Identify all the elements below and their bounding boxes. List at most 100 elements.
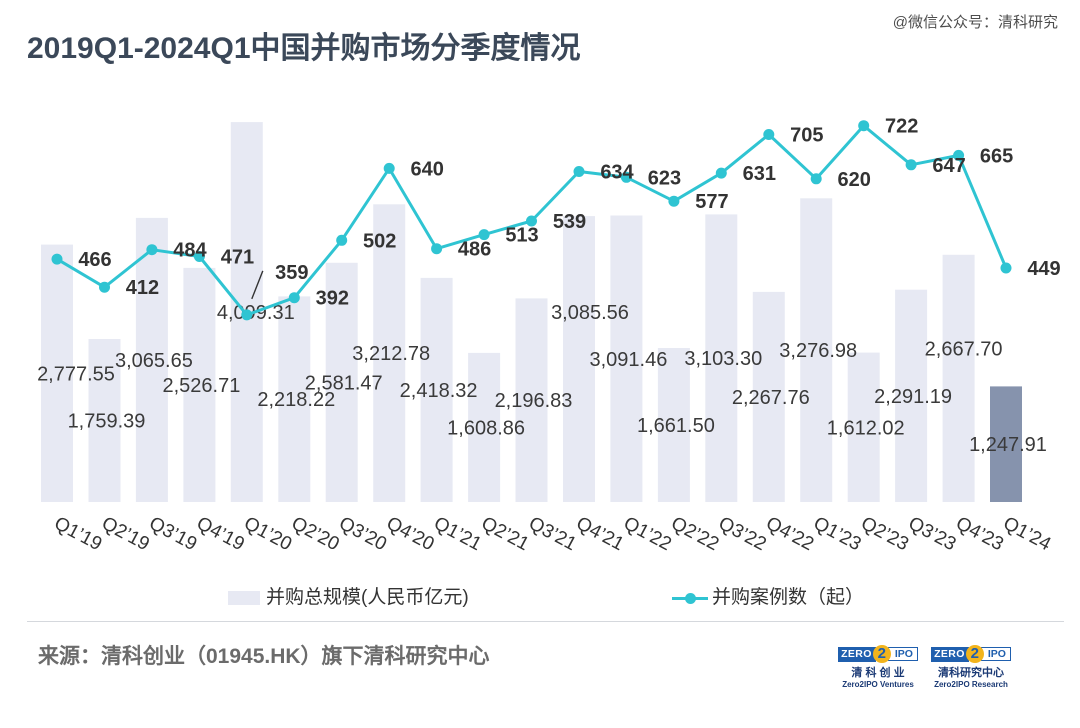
bar-value-label: 1,661.50 <box>637 415 715 437</box>
line-value-label: 647 <box>932 155 965 177</box>
bar <box>563 216 595 502</box>
line-point <box>193 251 205 262</box>
x-axis-label: Q4’20 <box>383 513 438 555</box>
x-axis-label: Q1’23 <box>810 513 865 555</box>
bar-value-label: 3,276.98 <box>779 340 857 362</box>
logo-name-cn: 清科研究中心 <box>938 667 1004 679</box>
x-axis-label: Q1’19 <box>51 513 106 555</box>
bar-value-label: 3,085.56 <box>551 302 629 324</box>
bar-value-label: 2,196.83 <box>495 390 573 412</box>
bar-value-label: 2,777.55 <box>37 363 115 385</box>
line-point <box>953 149 965 161</box>
line-value-label: 665 <box>980 145 1013 167</box>
line-value-label: 412 <box>126 277 159 299</box>
line-point <box>763 129 775 140</box>
logo-name-en: Zero2IPO Ventures <box>842 680 914 689</box>
legend-bar-swatch <box>228 591 260 605</box>
legend-label-deal-count: 并购案例数（起） <box>712 587 865 608</box>
x-axis-label: Q1’22 <box>620 513 675 555</box>
bars-group <box>41 122 1022 503</box>
zero2ipo-ventures-logo: ZERO 2 IPO 清 科 创 业 Zero2IPO Ventures <box>838 645 918 690</box>
bar <box>278 296 311 502</box>
line-value-label: 484 <box>173 240 207 262</box>
legend-line-swatch <box>672 591 708 605</box>
bar-labels-group: 2,777.551,759.393,065.652,526.714,099.31… <box>37 302 1047 456</box>
line-point <box>431 243 443 255</box>
source-note: 来源：清科创业（01945.HK）旗下清科研究中心 <box>38 645 490 668</box>
bar-value-label: 3,103.30 <box>684 348 762 370</box>
line-value-label: 359 <box>275 262 308 284</box>
bar <box>41 244 73 502</box>
bar <box>800 198 833 503</box>
bar <box>325 262 358 502</box>
bar <box>515 298 548 502</box>
legend-item-deal-count: 并购案例数（起） <box>672 586 864 610</box>
line-point <box>1000 262 1012 274</box>
line-labels-group: 466 412 484 471 359 392 502 640 486 513 539 634 623 5… <box>78 116 1060 310</box>
x-axis-label: Q2’21 <box>478 513 533 555</box>
logo-mark-two: 2 <box>965 645 984 663</box>
bar-value-label: 1,759.39 <box>68 411 146 433</box>
logo-mark-ipo: IPO <box>887 647 918 661</box>
line-point <box>99 281 110 293</box>
chart-title: 2019Q1-2024Q1中国并购市场分季度情况 <box>27 32 581 65</box>
x-axis-label: Q2’20 <box>288 513 343 555</box>
line-point <box>620 171 632 183</box>
x-axis-label: Q3’21 <box>525 513 580 555</box>
line-value-label: 634 <box>600 162 634 184</box>
combo-chart: 2,777.551,759.393,065.652,526.714,099.31… <box>37 116 1061 556</box>
bar-value-label: 1,608.86 <box>447 418 525 440</box>
legend-line-marker <box>684 592 696 604</box>
x-axis-label: Q2’22 <box>668 513 723 555</box>
line-value-label: 631 <box>743 163 776 185</box>
x-axis-label: Q3’23 <box>905 513 960 555</box>
line-value-label: 722 <box>885 116 918 138</box>
bar-value-label: 3,091.46 <box>589 349 667 371</box>
bar-value-label: 2,291.19 <box>874 386 952 408</box>
line-point <box>905 159 917 171</box>
line-point <box>288 292 300 304</box>
bar-value-label: 1,247.91 <box>969 434 1047 456</box>
line-value-label: 623 <box>648 167 681 189</box>
bar <box>752 291 785 502</box>
x-axis-label: Q1’20 <box>240 513 295 555</box>
line-value-label: 502 <box>363 230 396 252</box>
line-point <box>668 195 680 207</box>
legend-label-deal-value: 并购总规模(人民币亿元) <box>266 587 469 608</box>
line-value-label: 486 <box>458 239 491 261</box>
x-axis-label: Q4’19 <box>193 513 248 555</box>
logo-mark-zero: ZERO <box>838 646 876 662</box>
logo-mark-ipo: IPO <box>980 647 1011 661</box>
zero2ipo-mark: ZERO 2 IPO <box>838 645 918 663</box>
x-axis-label: Q3’22 <box>715 513 770 555</box>
line-point <box>146 244 158 256</box>
bar <box>373 204 406 503</box>
bar-value-label: 2,581.47 <box>305 372 383 394</box>
line-value-label: 539 <box>553 211 586 233</box>
line-value-label: 513 <box>505 225 538 247</box>
line-points-group <box>51 120 1012 321</box>
bar-value-label: 3,212.78 <box>352 343 430 365</box>
logo-name-en: Zero2IPO Research <box>934 680 1008 689</box>
line-point <box>478 229 490 241</box>
bar <box>657 348 690 502</box>
logo-name-cn: 清 科 创 业 <box>851 667 905 679</box>
x-axis-label: Q4’21 <box>573 513 628 555</box>
bar <box>895 289 928 502</box>
footer-divider <box>27 621 1064 622</box>
logo-mark-two: 2 <box>872 645 891 663</box>
line-value-label: 620 <box>838 169 871 191</box>
bar-value-label: 2,218.22 <box>257 389 335 411</box>
line-value-label: 640 <box>411 158 444 180</box>
line-point <box>573 166 585 177</box>
line-point <box>526 215 537 227</box>
line-value-label: 577 <box>695 191 728 213</box>
bar <box>468 352 501 502</box>
logo-mark-zero: ZERO <box>931 646 969 662</box>
line-value-label: 466 <box>78 249 111 271</box>
line-value-label: 392 <box>316 288 349 310</box>
bar <box>942 254 975 502</box>
line-value-label: 449 <box>1027 258 1060 280</box>
line-point <box>810 173 822 185</box>
line-point <box>383 162 395 174</box>
